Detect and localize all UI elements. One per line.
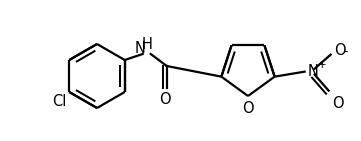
Text: O: O: [334, 43, 345, 58]
Text: Cl: Cl: [52, 94, 66, 109]
Text: O: O: [242, 101, 254, 116]
Text: N: N: [134, 41, 145, 56]
Text: +: +: [318, 60, 326, 70]
Text: H: H: [141, 37, 152, 52]
Text: N: N: [308, 64, 318, 79]
Text: -: -: [344, 45, 348, 58]
Text: O: O: [159, 92, 170, 107]
Text: O: O: [332, 96, 343, 111]
